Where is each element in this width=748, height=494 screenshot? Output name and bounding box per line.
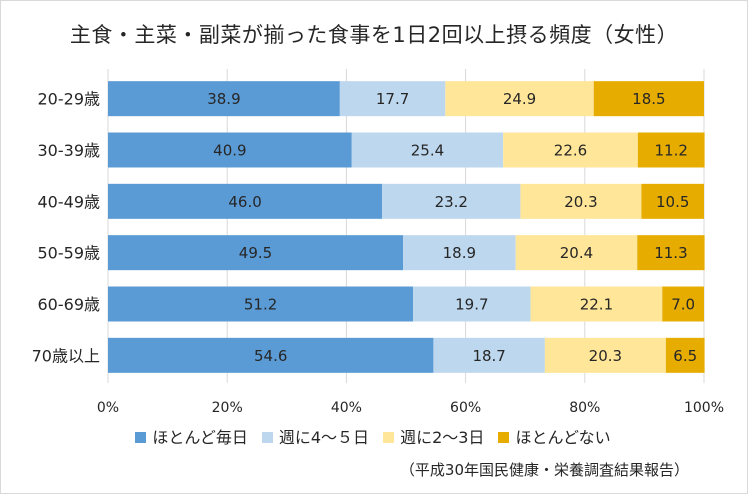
legend-item: 週に4～５日 [261, 424, 370, 448]
data-label: 18.5 [632, 90, 665, 108]
x-tick-label: 0% [97, 400, 119, 416]
data-label: 20.3 [564, 193, 597, 211]
data-label: 25.4 [411, 142, 444, 160]
bar-segment [108, 286, 414, 322]
legend-swatch [383, 432, 395, 443]
data-label: 6.5 [673, 347, 697, 365]
legend-label: ほとんど毎日 [152, 428, 248, 447]
bar-segment [662, 286, 704, 322]
bar-segment [530, 286, 663, 322]
data-label: 46.0 [228, 193, 261, 211]
category-labels: 20-29歳 30-39歳 40-49歳 50-59歳 60-69歳 70歳以上 [32, 90, 100, 366]
bar-segment [503, 132, 638, 168]
bar-segment [637, 235, 705, 271]
x-tick-label: 60% [450, 400, 481, 416]
bar-segment [108, 81, 340, 117]
bar-segment [339, 81, 446, 117]
bars [108, 81, 705, 373]
data-label: 11.2 [655, 142, 688, 160]
data-label: 40.9 [213, 142, 246, 160]
bar-segment [403, 235, 516, 271]
category-label: 20-29歳 [38, 90, 101, 109]
category-label: 70歳以上 [32, 346, 100, 365]
bar-segment [641, 183, 704, 219]
bar-segment [108, 132, 352, 168]
legend-swatch [135, 432, 147, 443]
data-label: 23.2 [435, 193, 468, 211]
legend-swatch [261, 432, 273, 443]
data-label: 49.5 [239, 244, 272, 262]
source-note: （平成30年国民健康・栄養調査結果報告） [399, 461, 689, 479]
bar-segment [351, 132, 504, 168]
data-label: 20.4 [560, 244, 593, 262]
bar-segment [108, 235, 404, 271]
category-label: 60-69歳 [38, 295, 101, 314]
data-label: 19.7 [455, 296, 488, 314]
data-label: 17.7 [376, 90, 409, 108]
bar-segment [544, 337, 666, 373]
x-tick-label: 40% [331, 400, 362, 416]
bar-segment [593, 81, 704, 117]
bar-segment [382, 183, 521, 219]
data-label: 18.7 [472, 347, 505, 365]
x-tick-label: 80% [569, 400, 600, 416]
data-label: 54.6 [254, 347, 287, 365]
data-label: 10.5 [656, 193, 689, 211]
x-tick-labels: 0% 20% 40% 60% 80% 100% [97, 400, 724, 416]
legend: ほとんど毎日 週に4～５日 週に2～3日 ほとんどない [1, 424, 747, 448]
legend-item: ほとんどない [498, 424, 611, 448]
data-label: 22.1 [580, 296, 613, 314]
bar-segment [108, 183, 383, 219]
chart-title: 主食・主菜・副菜が揃った食事を1日2回以上摂る頻度（女性） [69, 23, 679, 47]
data-label: 7.0 [671, 296, 695, 314]
data-label: 51.2 [244, 296, 277, 314]
bar-segment [515, 235, 638, 271]
bar-segment [665, 337, 705, 373]
category-label: 30-39歳 [38, 141, 101, 160]
legend-item: 週に2～3日 [383, 424, 484, 448]
legend-swatch [498, 432, 510, 443]
legend-label: 週に2～3日 [400, 428, 485, 447]
gridlines [107, 69, 705, 383]
x-tick-label: 100% [684, 400, 724, 416]
bar-segment [413, 286, 531, 322]
category-label: 50-59歳 [38, 244, 101, 263]
data-labels: 38.9 17.7 24.9 18.5 40.9 25.4 22.6 11.2 46.0 23.2… [207, 90, 697, 365]
legend-label: ほとんどない [515, 428, 611, 447]
bar-segment [445, 81, 594, 117]
data-label: 24.9 [503, 90, 536, 108]
data-label: 11.3 [654, 244, 687, 262]
data-label: 18.9 [443, 244, 476, 262]
data-label: 22.6 [554, 142, 587, 160]
legend-item: ほとんど毎日 [135, 424, 248, 448]
category-label: 40-49歳 [38, 192, 101, 211]
bar-segment [433, 337, 545, 373]
data-label: 38.9 [207, 90, 240, 108]
bar-segment [108, 337, 434, 373]
bar-segment [520, 183, 642, 219]
legend-label: 週に4～５日 [278, 428, 370, 447]
data-label: 20.3 [589, 347, 622, 365]
bar-segment [637, 132, 705, 168]
x-tick-label: 20% [212, 400, 243, 416]
